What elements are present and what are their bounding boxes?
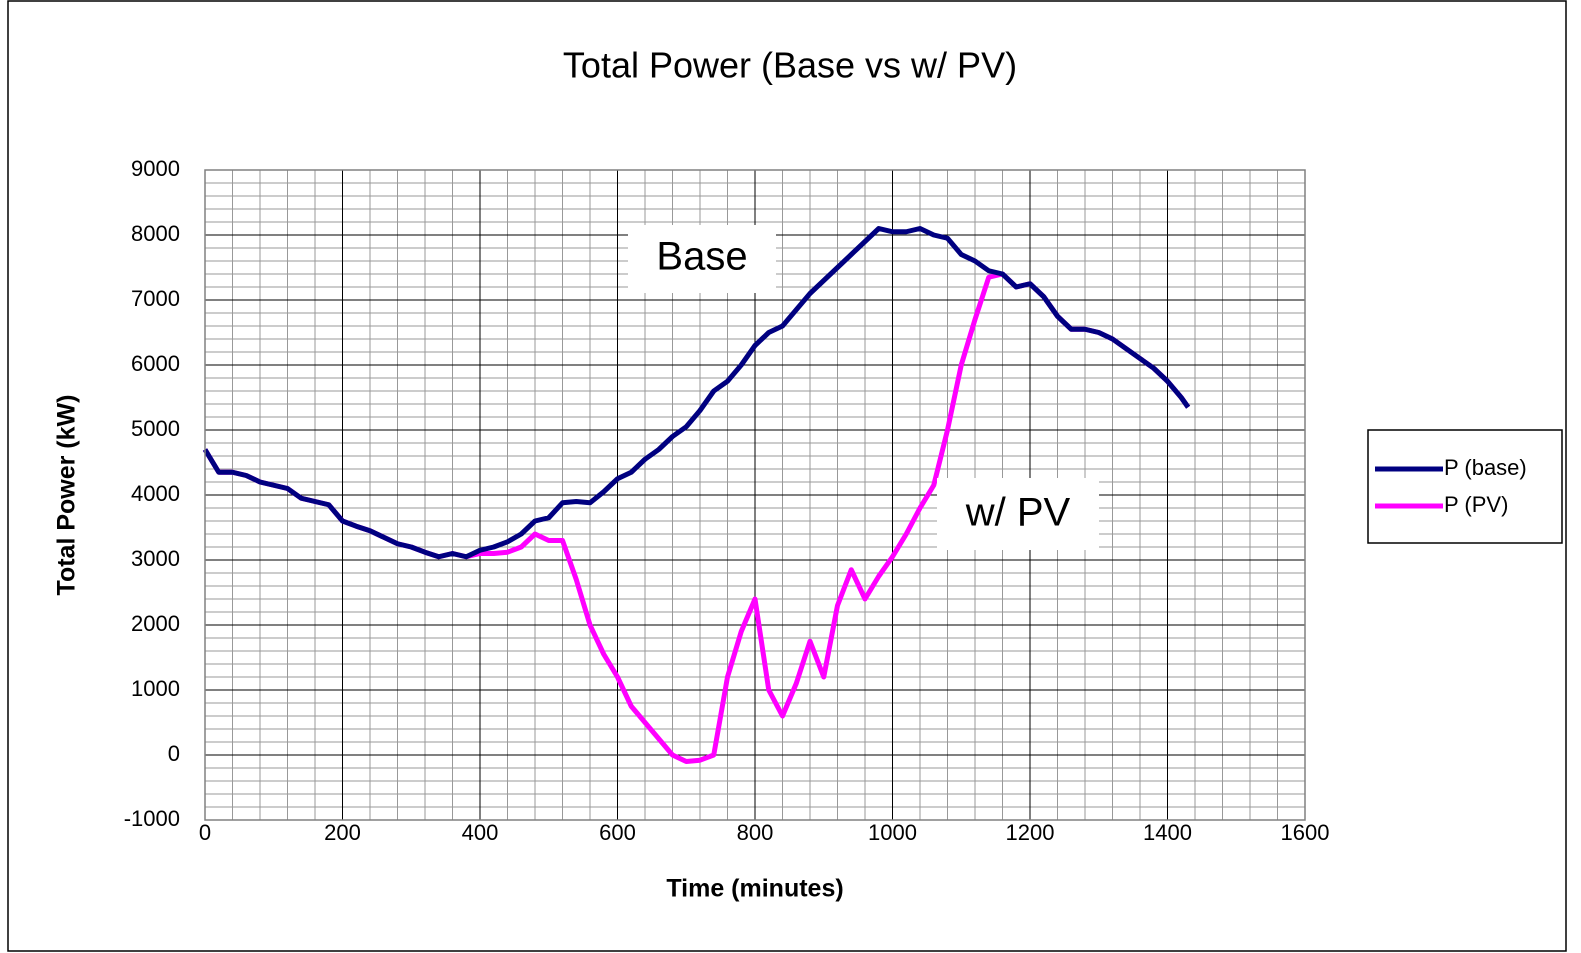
x-tick-label: 800 (737, 820, 774, 845)
lines (202, 226, 1191, 764)
y-tick-label: 8000 (131, 221, 180, 246)
y-axis-label: Total Power (kW) (53, 395, 81, 596)
series-line (202, 226, 1191, 560)
y-tick-label: 3000 (131, 546, 180, 571)
y-tick-label: 1000 (131, 676, 180, 701)
annotation: w/ PV (965, 491, 1071, 535)
x-tick-label: 1200 (1006, 820, 1055, 845)
legend (1367, 429, 1563, 544)
annotation: Base (656, 235, 747, 279)
labels: 0 200 400 600 800 1000 1200 1400 1600 -1000 0 1000 2… (124, 156, 1330, 845)
y-tick-label: 6000 (131, 351, 180, 376)
y-tick-label: 4000 (131, 481, 180, 506)
y-tick-label: 7000 (131, 286, 180, 311)
legend-items: P (base) P (PV) (1375, 455, 1527, 517)
x-tick-label: 0 (199, 820, 211, 845)
x-tick-label: 400 (462, 820, 499, 845)
annotation-box (628, 225, 776, 293)
x-tick-label: 600 (599, 820, 636, 845)
x-tick-label: 1400 (1143, 820, 1192, 845)
x-tick-label: 1600 (1281, 820, 1330, 845)
x-axis-label: Time (minutes) (666, 875, 843, 903)
y-tick-label: -1000 (124, 806, 180, 831)
y-tick-label: 0 (168, 741, 180, 766)
legend-label: P (base) (1444, 455, 1527, 480)
x-tick-label: 200 (324, 820, 361, 845)
x-tick-label: 1000 (868, 820, 917, 845)
plot-frame (204, 169, 1306, 821)
chart-title: Total Power (Base vs w/ PV) (563, 45, 1017, 86)
y-tick-label: 2000 (131, 611, 180, 636)
annotation-box (937, 478, 1099, 550)
y-tick-label: 9000 (131, 156, 180, 181)
y-tick-label: 5000 (131, 416, 180, 441)
chart-border (7, 0, 1567, 952)
legend-label: P (PV) (1444, 492, 1508, 517)
